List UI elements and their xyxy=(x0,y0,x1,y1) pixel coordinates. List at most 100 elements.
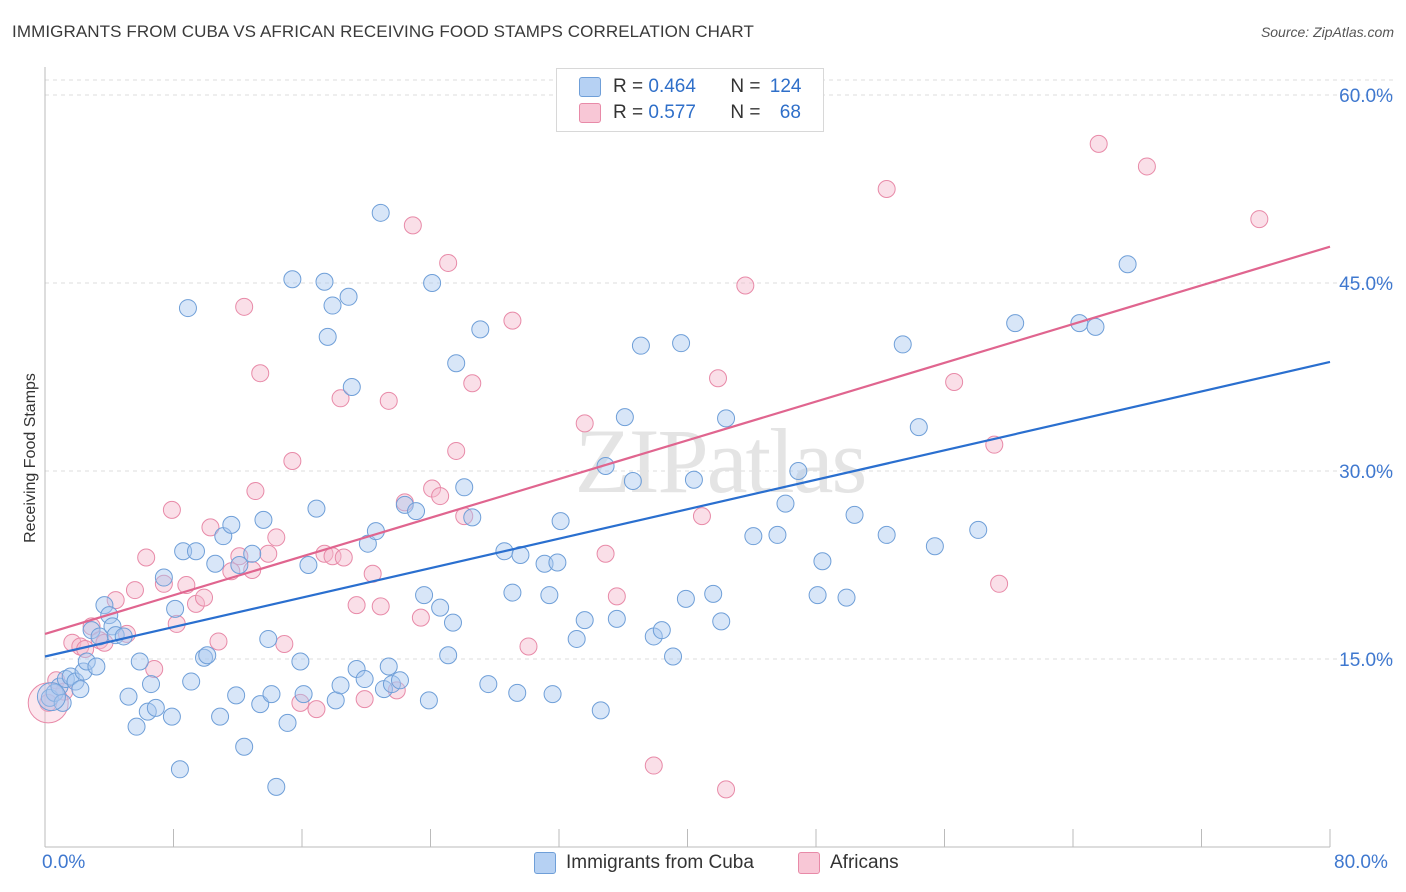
africans-point xyxy=(307,700,326,719)
cuba-point xyxy=(503,583,522,602)
cuba-point xyxy=(704,584,723,603)
cuba-point xyxy=(142,675,161,694)
cuba-point xyxy=(390,671,409,690)
watermark: ZIPatlas xyxy=(575,410,866,512)
cuba-point xyxy=(508,683,527,702)
cuba-point xyxy=(315,272,334,291)
cuba-point xyxy=(479,675,498,694)
africans-point xyxy=(575,414,594,433)
cuba-point xyxy=(307,499,326,518)
cuba-point xyxy=(95,596,114,615)
cuba-point xyxy=(326,691,345,710)
africans-point xyxy=(154,574,173,593)
cuba-point xyxy=(431,598,450,617)
cuba-point xyxy=(127,717,146,736)
cuba-point xyxy=(154,568,173,587)
cuba-legend-label: Immigrants from Cuba xyxy=(566,852,754,873)
africans-trend-line xyxy=(44,245,1331,635)
cuba-trend-line xyxy=(44,360,1331,658)
cuba-point xyxy=(36,682,66,712)
y-tick-label: 30.0% xyxy=(1339,462,1393,483)
cuba-point xyxy=(355,670,374,689)
cuba-point xyxy=(342,378,361,397)
africans-point xyxy=(371,597,390,616)
cuba-point xyxy=(607,609,626,628)
cuba-point xyxy=(119,687,138,706)
y-axis-label: Receiving Food Stamps xyxy=(22,373,39,543)
y-tick-label: 45.0% xyxy=(1339,274,1393,295)
cuba-point xyxy=(235,737,254,756)
cuba-point xyxy=(230,556,249,574)
cuba-point xyxy=(893,335,912,354)
cuba-point xyxy=(631,336,650,355)
cuba-point xyxy=(71,680,90,699)
africans-point xyxy=(125,581,144,600)
cuba-point xyxy=(447,354,466,373)
cuba-point xyxy=(744,527,763,546)
cuba-point xyxy=(909,418,928,437)
africans-point xyxy=(283,451,302,470)
y-tick-label: 60.0% xyxy=(1339,86,1393,107)
cuba-point xyxy=(540,586,559,605)
cuba-point xyxy=(278,713,297,732)
cuba-point xyxy=(170,760,189,779)
africans-point xyxy=(709,369,728,388)
y-tick-label: 15.0% xyxy=(1339,650,1393,671)
cuba-point xyxy=(291,652,310,671)
cuba-point xyxy=(664,647,683,666)
cuba-point xyxy=(1086,317,1105,336)
cuba-point xyxy=(837,588,856,607)
cuba-point xyxy=(299,556,318,574)
africans-point xyxy=(137,548,156,567)
africans-point xyxy=(607,587,626,606)
africans-swatch xyxy=(579,103,601,123)
cuba-point xyxy=(1006,314,1025,333)
africans-point xyxy=(431,487,450,506)
cuba-point xyxy=(443,613,462,632)
africans-point xyxy=(145,660,164,679)
cuba-point xyxy=(267,777,286,796)
axis-layer: 15.0% 30.0% 45.0% 60.0% xyxy=(44,67,1393,848)
africans-point xyxy=(235,297,254,316)
stats-legend: R = 0.464 N = 124 R = 0.577 N = 68 xyxy=(556,68,824,132)
cuba-point xyxy=(455,478,474,497)
africans-point xyxy=(251,364,270,383)
cuba-point xyxy=(463,508,482,527)
cuba-point xyxy=(813,552,832,571)
cuba-point xyxy=(543,685,562,704)
africans-point xyxy=(990,574,1009,593)
africans-point xyxy=(439,253,458,272)
cuba-point xyxy=(925,537,944,556)
africans-point xyxy=(596,544,615,563)
r-value: 0.464 xyxy=(648,76,696,97)
africans-points xyxy=(27,134,1269,799)
africans-point xyxy=(209,632,228,651)
africans-legend-label: Africans xyxy=(830,852,899,873)
cuba-point xyxy=(53,693,72,712)
cuba-point xyxy=(195,648,214,667)
cuba-swatch xyxy=(579,77,601,97)
cuba-point xyxy=(551,512,570,531)
africans-point xyxy=(387,681,406,700)
cuba-point xyxy=(222,515,241,534)
africans-point xyxy=(945,373,964,392)
africans-point xyxy=(1250,210,1269,229)
cuba-point xyxy=(251,695,270,714)
stats-row-africans: R = 0.577 N = 68 xyxy=(579,102,801,124)
africans-point xyxy=(1137,157,1156,176)
cuba-point xyxy=(768,525,787,544)
stats-row-cuba: R = 0.464 N = 124 xyxy=(579,76,801,98)
cuba-point xyxy=(339,287,358,306)
legend-item-africans: Africans xyxy=(798,852,899,874)
africans-point xyxy=(736,276,755,295)
cuba-point xyxy=(77,652,96,671)
cuba-point xyxy=(178,299,197,318)
cuba-point xyxy=(808,586,827,605)
x-tick-min: 0.0% xyxy=(42,852,86,873)
africans-point xyxy=(403,216,422,235)
africans-point xyxy=(717,780,736,799)
legend-item-cuba: Immigrants from Cuba xyxy=(534,852,754,874)
trend-layer xyxy=(44,245,1331,658)
cuba-point xyxy=(877,525,896,544)
